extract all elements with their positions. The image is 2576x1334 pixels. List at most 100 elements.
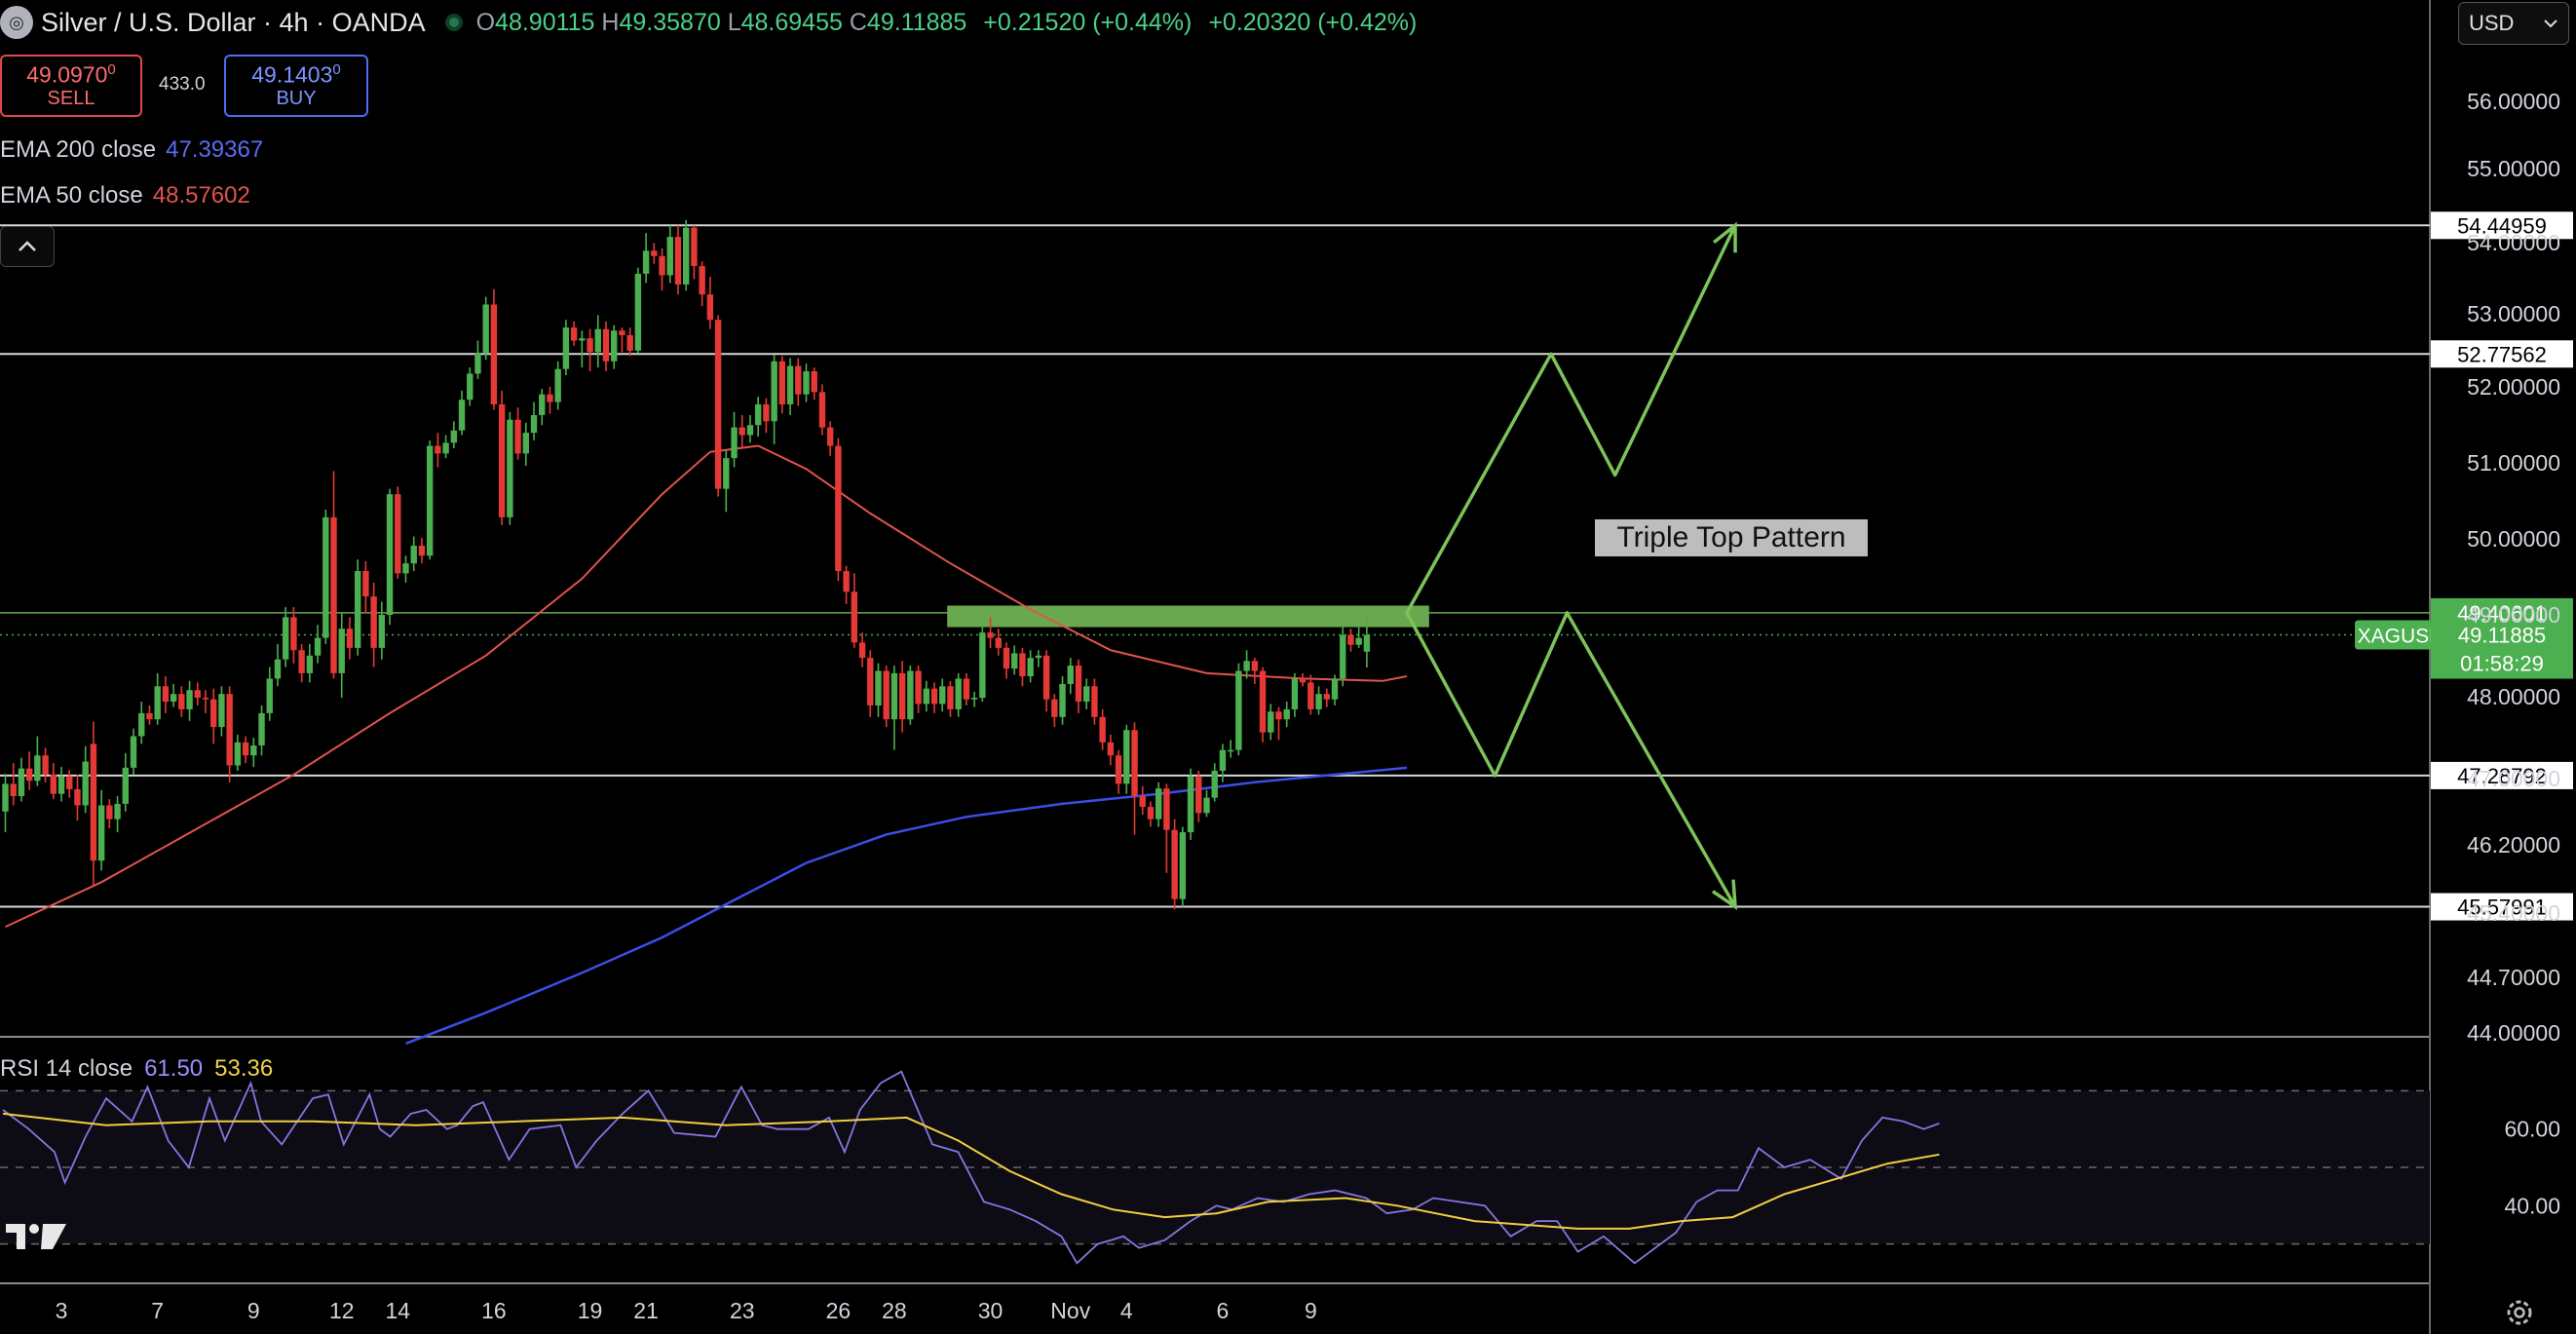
currency-select[interactable]: USD bbox=[2458, 2, 2569, 45]
candle-body bbox=[90, 743, 97, 861]
candle bbox=[683, 219, 690, 291]
candle-body bbox=[57, 776, 65, 794]
candle bbox=[979, 622, 986, 703]
candle bbox=[594, 315, 601, 368]
candle-body bbox=[186, 690, 193, 709]
candle-body bbox=[890, 672, 898, 720]
candle bbox=[1131, 722, 1138, 835]
ema200-layer bbox=[405, 766, 1408, 1046]
time-tick: Nov bbox=[1050, 1298, 1090, 1323]
candle-body bbox=[1083, 686, 1090, 703]
candle-body bbox=[435, 445, 441, 454]
sell-button[interactable]: 49.09700 SELL bbox=[0, 55, 142, 117]
candle bbox=[474, 340, 481, 379]
level-price-tag bbox=[2431, 893, 2573, 921]
settings-gear-icon[interactable] bbox=[2502, 1295, 2537, 1330]
candle-body bbox=[947, 686, 954, 709]
time-axis: ct379121416192123262830Nov469 bbox=[56, 1298, 1317, 1323]
candle bbox=[186, 680, 193, 721]
price-tick: 53.00000 bbox=[2467, 301, 2560, 326]
candle-body bbox=[290, 617, 297, 651]
candle bbox=[930, 682, 938, 713]
candle bbox=[554, 361, 561, 410]
rsi-legend[interactable]: RSI 14 close 61.50 53.36 bbox=[0, 1055, 273, 1083]
candle-body bbox=[442, 442, 449, 454]
candle-body bbox=[1323, 694, 1330, 700]
candle-body bbox=[114, 803, 121, 819]
candle-body bbox=[1315, 694, 1322, 709]
ema50-legend[interactable]: EMA 50 close 48.57602 bbox=[0, 182, 250, 210]
candle bbox=[1147, 801, 1155, 827]
candle-body bbox=[642, 250, 650, 274]
candle-body bbox=[194, 690, 201, 699]
candle bbox=[154, 672, 161, 725]
level-price-label: 45.57991 bbox=[2457, 896, 2547, 920]
bearish-arrowhead bbox=[1711, 879, 1738, 911]
candle bbox=[418, 538, 426, 564]
candle-body bbox=[1027, 658, 1034, 677]
rsi-ma-line bbox=[2, 1112, 1940, 1230]
candle-body bbox=[979, 632, 986, 699]
candle-body bbox=[34, 755, 41, 781]
candle bbox=[1059, 676, 1066, 725]
candle bbox=[939, 678, 946, 712]
candle bbox=[786, 358, 794, 415]
candle-body bbox=[498, 403, 506, 517]
candle bbox=[322, 509, 329, 644]
symbol-title[interactable]: Silver / U.S. Dollar · 4h · OANDA bbox=[41, 7, 426, 37]
candle bbox=[634, 267, 642, 354]
candle-body bbox=[162, 686, 170, 703]
candle-body bbox=[1219, 749, 1227, 772]
candle-body bbox=[594, 328, 601, 353]
candle-body bbox=[1187, 776, 1194, 833]
candle bbox=[666, 225, 673, 284]
candle-body bbox=[1003, 647, 1010, 669]
candle bbox=[1179, 826, 1187, 907]
candle bbox=[898, 661, 906, 733]
candle bbox=[250, 738, 257, 768]
candle bbox=[314, 625, 322, 664]
candle bbox=[2, 774, 9, 833]
candle-body bbox=[778, 361, 786, 404]
candle bbox=[987, 617, 994, 648]
buy-button[interactable]: 49.14030 BUY bbox=[224, 55, 368, 117]
candle bbox=[858, 632, 866, 667]
candle-body bbox=[1243, 661, 1250, 671]
candle bbox=[258, 705, 265, 756]
triple-top-label-box bbox=[1595, 519, 1868, 556]
candle bbox=[714, 315, 722, 497]
candle-body bbox=[826, 427, 834, 446]
collapse-legend-button[interactable] bbox=[0, 226, 55, 267]
candle bbox=[1123, 724, 1130, 794]
candle bbox=[210, 688, 217, 744]
candle-body bbox=[1268, 711, 1274, 733]
candle bbox=[1291, 672, 1299, 717]
candle-body bbox=[1291, 678, 1299, 709]
candle-body bbox=[346, 629, 354, 648]
candle-body bbox=[250, 744, 257, 756]
candle-body bbox=[898, 672, 906, 720]
candle bbox=[1275, 706, 1282, 741]
candle-body bbox=[1195, 776, 1202, 814]
rsi-tick: 60.00 bbox=[2504, 1117, 2560, 1142]
candle-body bbox=[547, 394, 553, 402]
candle bbox=[619, 327, 625, 353]
time-tick: 3 bbox=[56, 1298, 68, 1323]
candle-body bbox=[1115, 755, 1122, 784]
candle-body bbox=[138, 712, 145, 737]
current-price-tag bbox=[2431, 620, 2573, 679]
candle-body bbox=[226, 694, 233, 766]
candle-body bbox=[970, 698, 978, 700]
rsi-ma-value: 53.36 bbox=[214, 1055, 274, 1082]
candle-body bbox=[803, 371, 810, 395]
support-resistance-levels bbox=[0, 224, 2430, 908]
candle-body bbox=[1091, 686, 1098, 717]
candle-body bbox=[763, 403, 770, 422]
candle-body bbox=[1075, 666, 1082, 703]
candle-body bbox=[1011, 653, 1018, 669]
candle bbox=[82, 745, 89, 814]
ema200-legend[interactable]: EMA 200 close 47.39367 bbox=[0, 136, 263, 164]
candle-body bbox=[1251, 661, 1259, 671]
candle bbox=[514, 407, 521, 460]
